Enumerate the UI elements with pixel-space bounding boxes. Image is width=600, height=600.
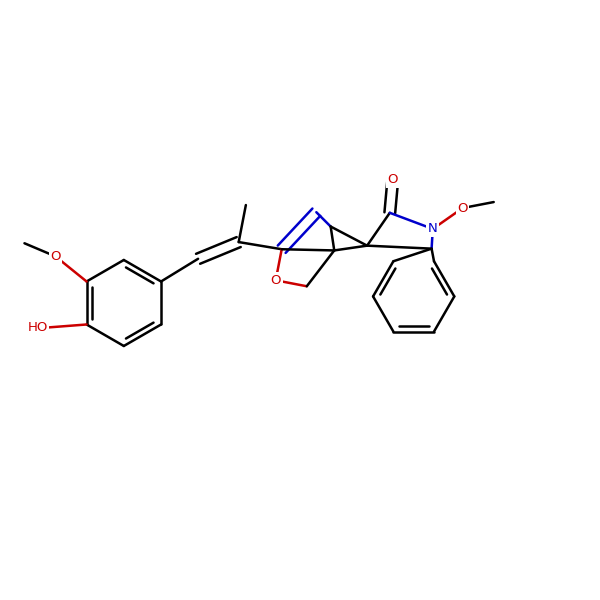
Text: HO: HO <box>28 321 48 334</box>
Text: O: O <box>457 202 468 215</box>
Text: N: N <box>428 223 437 235</box>
Text: O: O <box>50 250 61 263</box>
Text: O: O <box>388 173 398 187</box>
Text: O: O <box>271 274 281 287</box>
